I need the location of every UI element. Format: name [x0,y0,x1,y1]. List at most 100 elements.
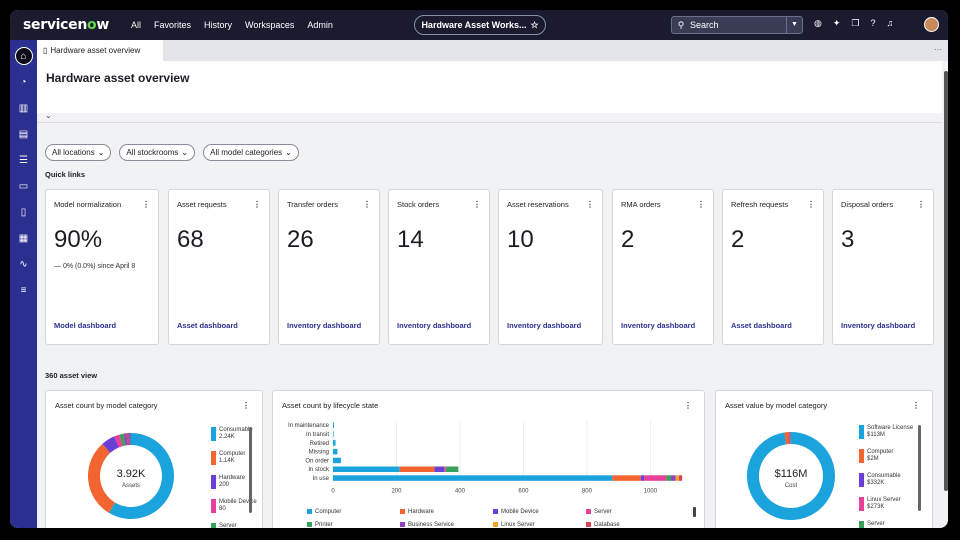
book-icon[interactable]: ▦ [18,232,29,244]
bar-segment[interactable] [675,475,679,481]
x-tick-label: 400 [455,489,466,495]
legend-label: Hardware 200 [219,475,246,488]
workspace-pill[interactable]: Hardware Asset Works... ☆ [414,15,546,35]
chat-icon[interactable]: ❐ [851,18,860,28]
donut-slice[interactable] [747,432,835,520]
sparkle-icon[interactable]: ✦ [832,18,841,28]
tab-hardware-asset-overview[interactable]: ▯ Hardware asset overview [37,40,163,61]
bar-segment[interactable] [612,475,641,481]
storage-icon[interactable]: ▭ [18,180,29,192]
bar-segment[interactable] [333,422,334,429]
legend-item[interactable]: Computer [307,509,341,515]
card-menu-icon[interactable]: ⋮ [253,200,261,209]
sliders-icon[interactable]: ☰ [19,154,28,166]
filter-stockrooms[interactable]: All stockrooms ⌄ [119,144,196,161]
dashboard-icon[interactable]: ◔ [20,76,27,88]
legend-scrollbar[interactable] [918,425,921,511]
card-link[interactable]: Asset dashboard [177,321,238,330]
bar-segment[interactable] [399,466,435,473]
global-search[interactable]: ⚲ Search ▼ [671,16,803,34]
nav-admin[interactable]: Admin [307,20,333,30]
activity-icon[interactable]: ∿ [19,258,28,270]
page-scrollbar[interactable] [944,71,948,491]
help-icon[interactable]: ? [870,18,876,28]
legend-item[interactable]: Server [586,509,612,515]
bar-segment[interactable] [333,466,400,473]
nav-workspaces[interactable]: Workspaces [245,20,295,30]
donut-slice[interactable] [119,433,126,447]
y-category-label: In maintenance [288,423,330,429]
panel-menu-icon[interactable]: ⋮ [684,401,692,410]
header-collapse[interactable]: ⌄ [37,111,942,123]
x-tick-label: 600 [518,489,529,495]
card-link[interactable]: Inventory dashboard [841,321,916,330]
donut-slice[interactable] [114,434,123,448]
servicenow-logo[interactable]: servicenow [23,17,109,33]
card-menu-icon[interactable]: ⋮ [363,200,371,209]
card-link[interactable]: Asset dashboard [731,321,792,330]
donut-slice[interactable] [102,436,120,454]
legend-scrollbar[interactable] [693,507,696,517]
card-link[interactable]: Inventory dashboard [507,321,582,330]
avatar[interactable] [924,17,939,32]
card-link[interactable]: Inventory dashboard [621,321,696,330]
legend-swatch [400,509,405,514]
filter-locations[interactable]: All locations ⌄ [45,144,112,161]
bell-icon[interactable]: ♫ [886,18,894,28]
document-icon: ▯ [43,46,48,55]
bar-segment[interactable] [333,457,341,464]
nav-all[interactable]: All [131,20,142,30]
nav-history[interactable]: History [204,20,233,30]
bar-segment[interactable] [333,431,334,437]
bar-segment[interactable] [644,475,667,481]
panel-menu-icon[interactable]: ⋮ [242,401,250,410]
panel-count-by-category: Asset count by model category ⋮ 3.92K As… [45,390,263,528]
bar-segment[interactable] [671,475,676,481]
panel-title: Asset count by model category [55,401,158,410]
list-icon[interactable]: ≡ [20,284,27,296]
bar-segment[interactable] [445,466,459,473]
bar-segment[interactable] [333,475,613,481]
more-icon[interactable]: ··· [934,45,942,54]
legend-item[interactable]: Business Service [400,522,454,528]
globe-icon[interactable]: ◍ [814,18,822,28]
legend-scrollbar[interactable] [249,427,252,513]
home-icon[interactable]: ⌂ [10,43,37,69]
legend-item[interactable]: Hardware [400,509,434,515]
bar-segment[interactable] [333,440,336,446]
card-link[interactable]: Inventory dashboard [287,321,362,330]
bar-segment[interactable] [678,475,683,481]
bar-segment[interactable] [666,475,672,481]
card-menu-icon[interactable]: ⋮ [807,200,815,209]
search-scope-dropdown[interactable]: ▼ [786,17,802,33]
card-link[interactable]: Model dashboard [54,321,117,330]
card-menu-icon[interactable]: ⋮ [473,200,481,209]
bar-segment[interactable] [333,448,338,455]
tab-label: Hardware asset overview [50,46,141,55]
legend-item[interactable]: Printer [307,522,333,528]
bar-segment[interactable] [434,466,445,473]
legend-item[interactable]: Linux Server [493,522,535,528]
card-menu-icon[interactable]: ⋮ [142,200,150,209]
nav-favorites[interactable]: Favorites [154,20,192,30]
star-icon[interactable]: ☆ [530,19,539,30]
legend-item[interactable]: Database [586,522,620,528]
dollar-doc-icon[interactable]: ▯ [20,206,27,218]
legend-item[interactable]: Mobile Device [493,509,539,515]
card-menu-icon[interactable]: ⋮ [697,200,705,209]
donut-slice[interactable] [108,433,174,519]
filter-model-categories[interactable]: All model categories ⌄ [203,144,299,161]
bar-segment[interactable] [640,475,645,481]
clipboard-icon[interactable]: ▤ [18,128,29,140]
card-title: Transfer orders [287,200,338,209]
donut-slice[interactable] [88,443,116,513]
chevron-down-icon[interactable]: ⌄ [45,111,52,120]
card-link[interactable]: Inventory dashboard [397,321,472,330]
search-input[interactable]: Search [690,20,719,30]
card-menu-icon[interactable]: ⋮ [586,200,594,209]
legend-swatch [859,473,864,487]
bar-segment[interactable] [444,466,446,473]
panel-menu-icon[interactable]: ⋮ [912,401,920,410]
card-menu-icon[interactable]: ⋮ [917,200,925,209]
building-icon[interactable]: ▥ [18,102,29,114]
